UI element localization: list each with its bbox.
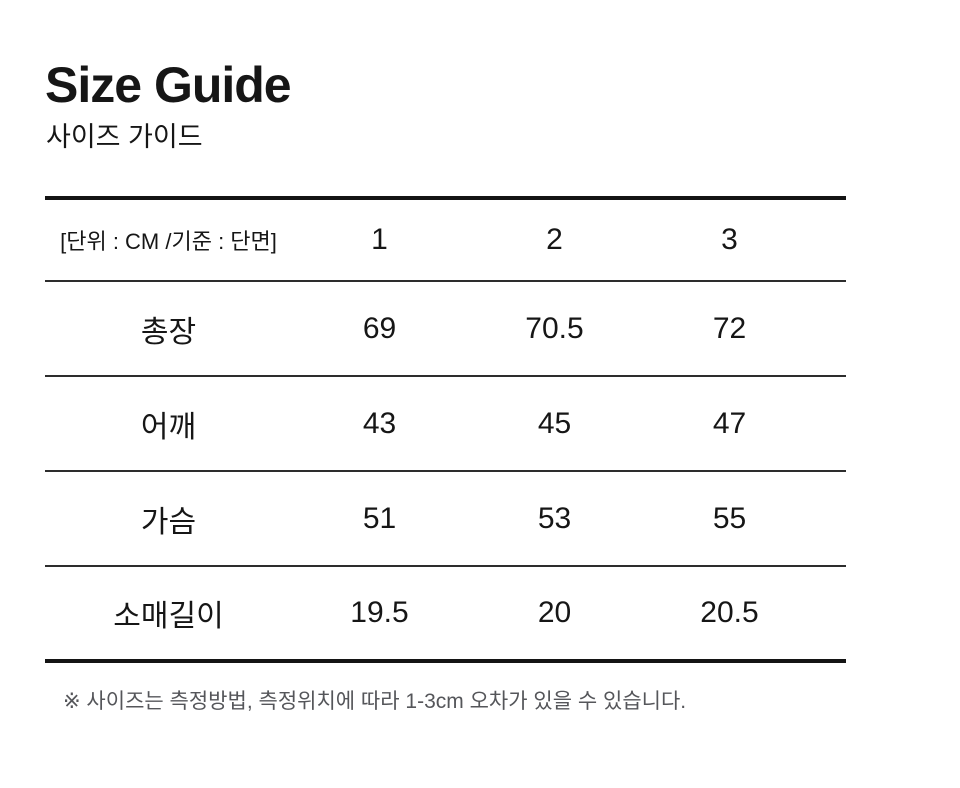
row-label: 어깨 xyxy=(140,410,197,444)
cell-value: 55 xyxy=(712,501,747,535)
cell-value: 20 xyxy=(537,596,572,629)
cell-value: 19.5 xyxy=(350,596,409,629)
row-label: 총장 xyxy=(140,315,197,349)
cell-value: 43 xyxy=(362,406,397,440)
cell-value: 70.5 xyxy=(525,311,584,345)
spacer-cell xyxy=(817,566,846,661)
column-header-size-3: 3 xyxy=(721,223,738,256)
table-row-shoulder: 어깨 43 45 47 xyxy=(45,376,846,471)
table-row-chest: 가슴 51 53 55 xyxy=(45,471,846,566)
spacer-cell xyxy=(817,376,846,471)
cell-value: 53 xyxy=(537,501,572,535)
column-header-size-1: 1 xyxy=(371,223,388,256)
size-guide-section: Size Guide 사이즈 가이드 [단위 : CM /기준 : 단면] 1 … xyxy=(45,57,846,713)
table-row-total-length: 총장 69 70.5 72 xyxy=(45,281,846,376)
column-header-size-2: 2 xyxy=(546,223,563,256)
spacer-cell xyxy=(817,471,846,566)
cell-value: 69 xyxy=(362,311,397,345)
table-row-sleeve-length: 소매길이 19.5 20 20.5 xyxy=(45,566,846,661)
size-table: [단위 : CM /기준 : 단면] 1 2 3 총장 69 70.5 72 어… xyxy=(45,196,846,663)
page-subtitle: 사이즈 가이드 xyxy=(46,122,203,152)
cell-value: 20.5 xyxy=(700,596,759,629)
cell-value: 72 xyxy=(712,311,747,345)
row-label: 소매길이 xyxy=(113,600,224,633)
unit-label: [단위 : CM /기준 : 단면] xyxy=(60,229,277,254)
cell-value: 47 xyxy=(712,406,747,440)
spacer-cell xyxy=(817,198,846,281)
measurement-disclaimer-note: ※ 사이즈는 측정방법, 측정위치에 따라 1-3cm 오차가 있을 수 있습니… xyxy=(63,690,687,713)
cell-value: 51 xyxy=(362,501,397,535)
cell-value: 45 xyxy=(537,406,572,440)
page-title: Size Guide xyxy=(45,57,292,113)
row-label: 가슴 xyxy=(140,505,197,539)
spacer-cell xyxy=(817,281,846,376)
table-header-row: [단위 : CM /기준 : 단면] 1 2 3 xyxy=(45,198,846,281)
